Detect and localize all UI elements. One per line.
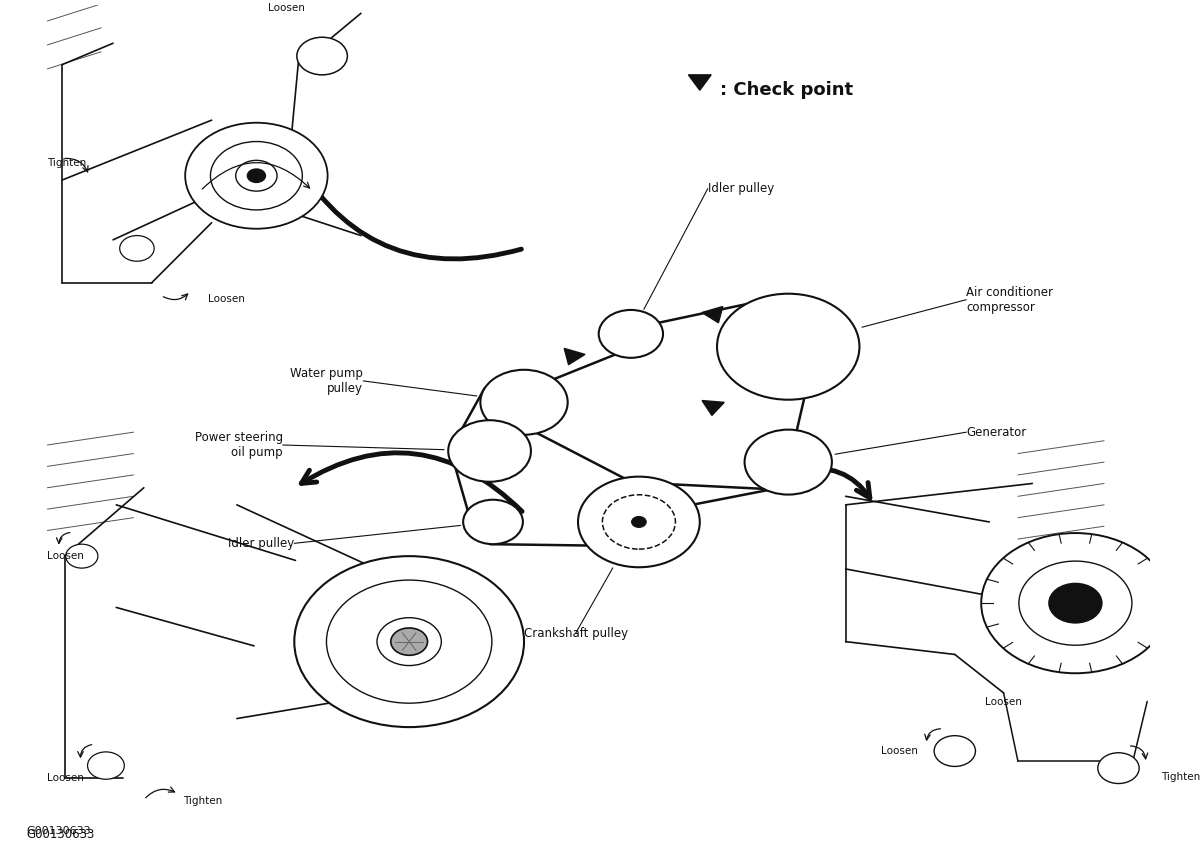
- Circle shape: [294, 556, 524, 727]
- Text: Crankshaft pulley: Crankshaft pulley: [523, 627, 628, 640]
- Circle shape: [66, 544, 98, 568]
- Circle shape: [631, 517, 647, 528]
- Circle shape: [120, 236, 154, 261]
- Circle shape: [982, 533, 1170, 673]
- Polygon shape: [702, 400, 725, 416]
- Circle shape: [88, 752, 125, 779]
- Circle shape: [247, 169, 265, 183]
- Circle shape: [185, 123, 328, 229]
- Circle shape: [326, 580, 492, 703]
- Text: Idler pulley: Idler pulley: [228, 536, 294, 550]
- Circle shape: [296, 37, 347, 75]
- Text: Generator: Generator: [966, 425, 1026, 439]
- Circle shape: [744, 430, 832, 494]
- Circle shape: [1019, 561, 1132, 645]
- Text: Loosen: Loosen: [47, 551, 84, 561]
- Circle shape: [210, 141, 302, 210]
- Circle shape: [391, 628, 427, 655]
- Polygon shape: [689, 75, 712, 90]
- Circle shape: [377, 617, 442, 666]
- Text: Tighten: Tighten: [47, 158, 86, 168]
- Circle shape: [480, 369, 568, 435]
- Text: Power steering
oil pump: Power steering oil pump: [194, 431, 283, 459]
- Text: Tighten: Tighten: [182, 796, 222, 806]
- Text: G00130633: G00130633: [26, 826, 91, 836]
- Circle shape: [463, 499, 523, 544]
- Circle shape: [599, 310, 664, 358]
- Text: Loosen: Loosen: [47, 773, 84, 784]
- Text: Loosen: Loosen: [881, 746, 918, 756]
- Text: : Check point: : Check point: [720, 81, 853, 99]
- Text: G00130633: G00130633: [26, 827, 95, 841]
- Text: Tighten: Tighten: [1162, 771, 1200, 782]
- Circle shape: [718, 294, 859, 400]
- Text: Idler pulley: Idler pulley: [708, 182, 774, 195]
- Text: Loosen: Loosen: [985, 697, 1022, 707]
- Text: Air conditioner
compressor: Air conditioner compressor: [966, 286, 1054, 313]
- Circle shape: [449, 420, 530, 482]
- Text: Water pump
pulley: Water pump pulley: [290, 367, 364, 395]
- Circle shape: [578, 477, 700, 567]
- Circle shape: [1049, 584, 1102, 623]
- Circle shape: [235, 160, 277, 191]
- Circle shape: [1098, 753, 1139, 784]
- Circle shape: [934, 735, 976, 766]
- Polygon shape: [702, 307, 722, 323]
- Polygon shape: [564, 349, 586, 365]
- Text: Loosen: Loosen: [268, 3, 305, 13]
- Text: Loosen: Loosen: [208, 294, 245, 304]
